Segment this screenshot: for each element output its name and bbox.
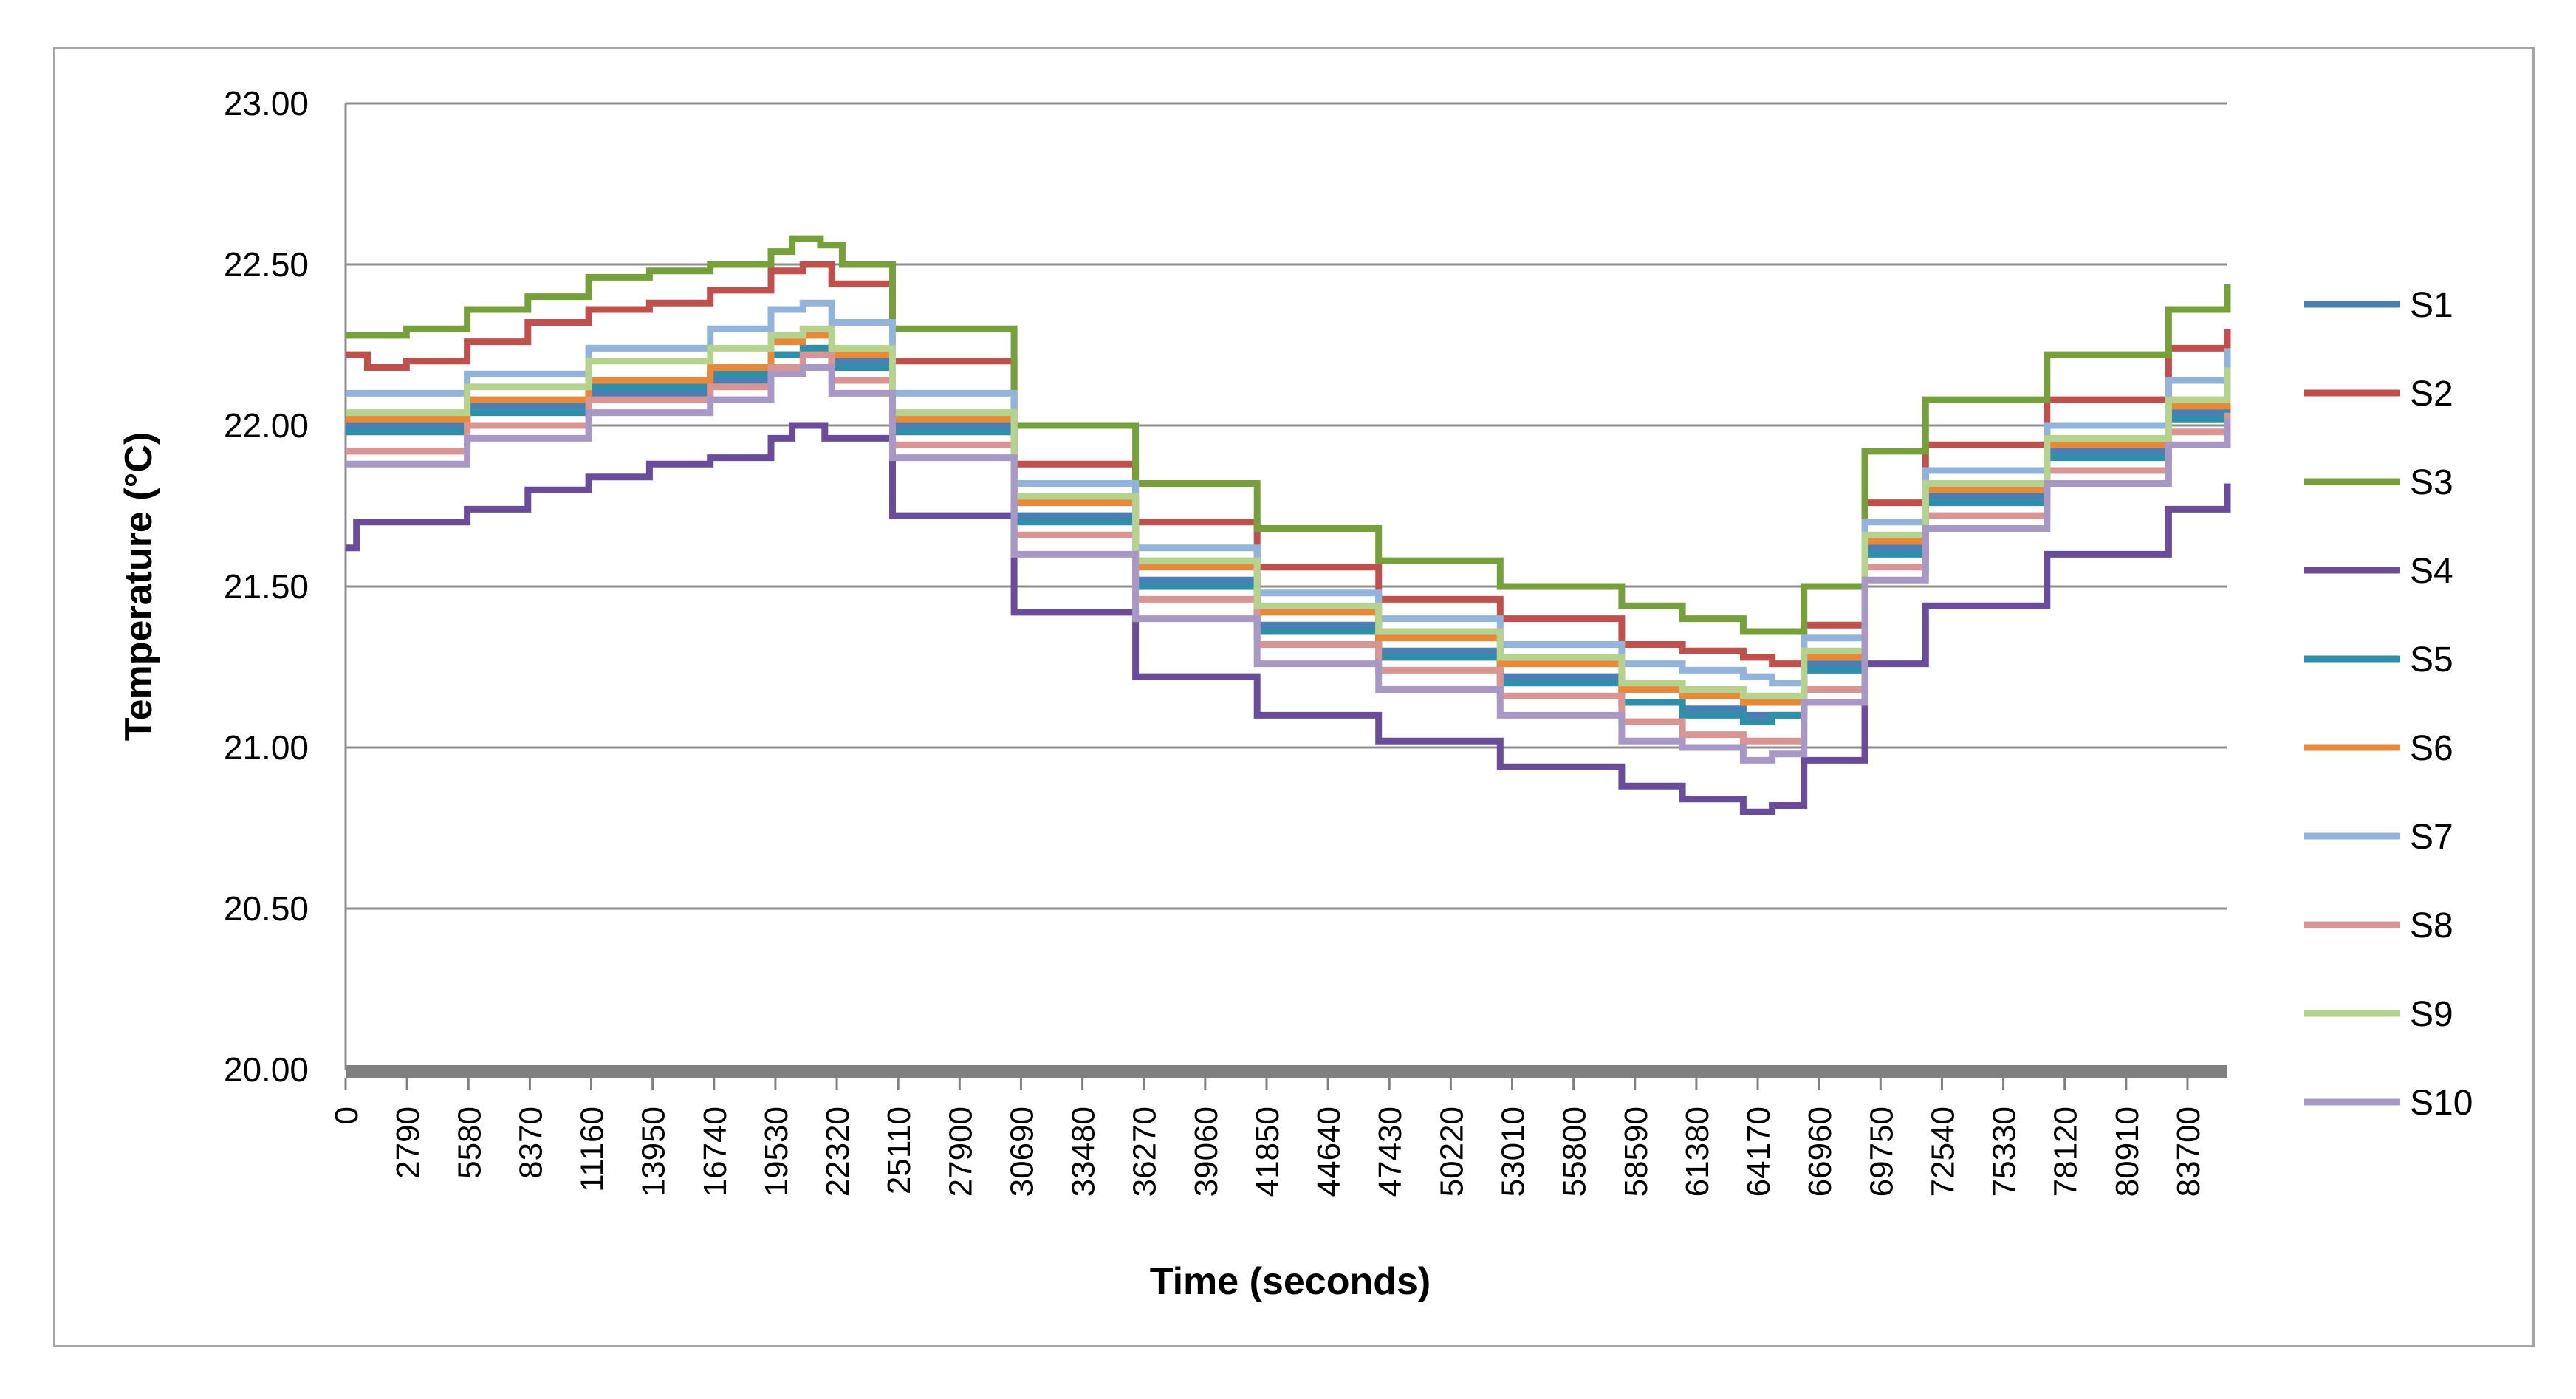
x-tick-label: 47430 [1372, 1106, 1408, 1197]
x-tick-label: 83700 [2171, 1106, 2207, 1197]
x-tick-label: 66960 [1802, 1106, 1838, 1197]
x-tick-label: 61380 [1679, 1106, 1716, 1197]
x-tick-label: 55800 [1557, 1106, 1593, 1197]
x-tick-label: 11160 [575, 1106, 611, 1192]
y-tick-label: 21.50 [224, 567, 309, 606]
x-tick-label: 41850 [1250, 1106, 1286, 1197]
x-tick-label: 72540 [1925, 1106, 1961, 1197]
y-tick-label: 22.50 [224, 245, 309, 284]
x-tick-label: 22320 [820, 1106, 856, 1197]
x-tick-label: 25110 [881, 1106, 917, 1194]
x-tick-label: 27900 [942, 1106, 979, 1197]
x-tick-label: 69750 [1863, 1106, 1900, 1197]
legend-label: S10 [2410, 1084, 2473, 1123]
x-tick-label: 13950 [636, 1106, 672, 1197]
y-tick-label: 20.00 [224, 1050, 309, 1089]
y-tick-label: 20.50 [224, 889, 309, 928]
series-line-s10 [346, 364, 2231, 764]
x-tick-label: 78120 [2048, 1106, 2084, 1197]
y-tick-label: 23.00 [224, 84, 309, 123]
series-line-s4 [346, 422, 2231, 815]
series-line-s3 [346, 235, 2231, 635]
x-tick-label: 58590 [1618, 1106, 1654, 1197]
x-tick-label: 44640 [1311, 1106, 1347, 1197]
legend-label: S1 [2410, 286, 2453, 325]
x-tick-label: 64170 [1741, 1106, 1777, 1197]
legend-label: S5 [2410, 640, 2453, 680]
x-tick-label: 8370 [513, 1106, 549, 1179]
x-tick-label: 0 [329, 1106, 365, 1124]
x-tick-label: 19530 [758, 1106, 795, 1197]
legend-label: S8 [2410, 906, 2453, 945]
x-tick-label: 53010 [1496, 1106, 1532, 1197]
x-tick-label: 16740 [697, 1106, 733, 1197]
x-tick-label: 30690 [1004, 1106, 1040, 1197]
legend-label: S6 [2410, 729, 2453, 768]
legend-label: S2 [2410, 374, 2453, 414]
x-axis-title: Time (seconds) [1150, 1260, 1431, 1303]
legend-label: S3 [2410, 463, 2453, 502]
x-tick-label: 2790 [390, 1106, 426, 1179]
x-tick-label: 50220 [1433, 1106, 1470, 1197]
x-tick-label: 75330 [1987, 1106, 2023, 1197]
legend-label: S9 [2410, 995, 2453, 1034]
x-tick-label: 5580 [451, 1106, 487, 1179]
x-tick-label: 39060 [1188, 1106, 1224, 1197]
y-tick-label: 21.00 [224, 728, 309, 767]
x-tick-label: 80910 [2109, 1106, 2145, 1197]
x-tick-label: 36270 [1127, 1106, 1163, 1197]
legend-label: S4 [2410, 552, 2453, 591]
series-line-s9 [346, 325, 2231, 700]
y-axis-title: Temperature (°C) [117, 432, 160, 742]
x-tick-label: 33480 [1066, 1106, 1102, 1197]
legend-label: S7 [2410, 818, 2453, 857]
y-tick-label: 22.00 [224, 406, 309, 445]
x-axis-band [346, 1065, 2227, 1078]
